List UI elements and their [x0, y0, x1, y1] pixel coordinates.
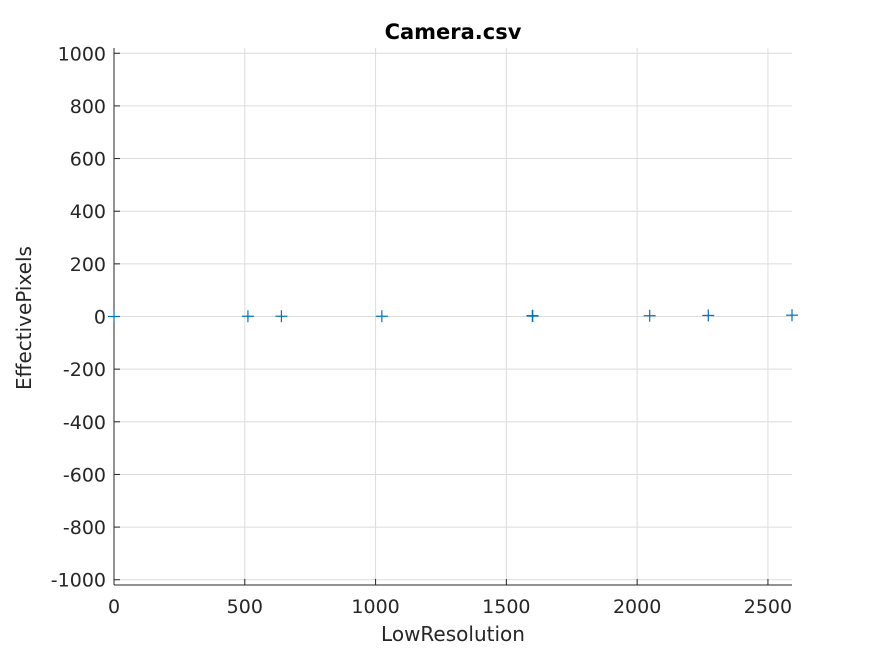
data-point [375, 310, 388, 323]
data-point [108, 310, 120, 323]
data-point [241, 310, 254, 323]
y-tick-label: 400 [70, 201, 106, 223]
data-point [786, 309, 798, 322]
x-tick-label: 2000 [613, 596, 661, 618]
grid [113, 48, 792, 585]
y-tick-label: -200 [63, 359, 106, 381]
data-point [643, 309, 656, 322]
y-tick-label: 200 [70, 254, 106, 276]
x-tick-label: 1000 [351, 596, 399, 618]
y-tick-label: 0 [94, 307, 106, 329]
x-tick-label: 0 [108, 596, 120, 618]
y-tick-label: 1000 [58, 43, 106, 65]
x-tick-label: 500 [227, 596, 263, 618]
data-point [275, 310, 288, 323]
x-axis-label: LowResolution [381, 622, 525, 646]
y-tick-label: -400 [63, 412, 106, 434]
data-point [526, 309, 539, 322]
data-points [108, 309, 798, 323]
y-tick-label: 800 [70, 96, 106, 118]
x-tick-label: 2500 [744, 596, 792, 618]
x-tick-label: 1500 [482, 596, 530, 618]
y-axis-label: EffectivePixels [12, 246, 36, 390]
y-axis-ticks: -1000 -800 -600 -400 -200 0 200 400 600 800 1000 [51, 43, 120, 592]
y-tick-label: -800 [63, 517, 106, 539]
chart-title: Camera.csv [385, 20, 522, 44]
y-tick-label: 600 [70, 149, 106, 171]
y-tick-label: -1000 [51, 570, 106, 592]
x-axis-ticks: 0 500 1000 1500 2000 2500 [108, 579, 792, 618]
y-tick-label: -600 [63, 464, 106, 486]
data-point [702, 309, 715, 322]
